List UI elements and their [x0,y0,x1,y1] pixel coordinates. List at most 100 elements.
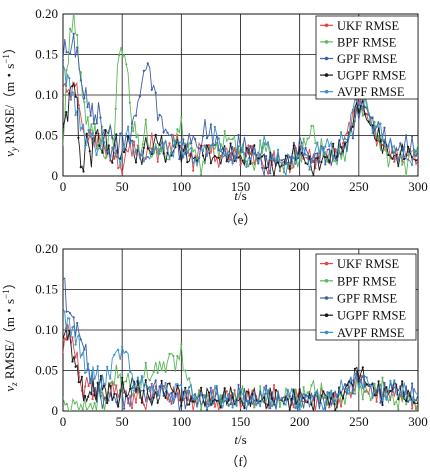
data-point [261,155,264,158]
data-point [111,161,114,164]
data-point [96,365,99,368]
x-label-var: t [234,432,238,447]
data-point [144,361,147,364]
data-point [166,147,169,150]
data-point [65,84,68,88]
data-point [229,394,232,397]
data-point [391,151,394,154]
data-point [83,97,86,100]
data-point [184,369,187,372]
data-point [178,141,181,144]
data-point [243,406,246,410]
data-point [288,155,291,159]
data-point [340,146,343,149]
x-tick-label: 250 [349,414,369,429]
data-point [134,114,138,117]
data-point [379,140,382,143]
data-point [308,155,311,158]
x-tick-label: 50 [116,414,129,429]
data-point [385,150,388,153]
legend-box [315,253,417,341]
data-point [188,142,191,145]
data-point [278,398,281,401]
data-point [74,95,77,98]
data-point [314,391,317,395]
data-point [379,122,382,125]
data-point [72,316,75,319]
data-point [274,403,278,406]
data-point [272,174,276,176]
data-point [63,59,65,62]
data-point [310,403,313,406]
data-point [184,142,187,145]
data-point [334,409,337,411]
data-point [213,143,216,147]
data-point [89,403,92,406]
legend-marker [324,40,329,44]
data-point [282,403,285,406]
data-point [77,409,80,411]
data-point [243,394,246,397]
data-point [357,389,360,392]
data-point [152,370,155,373]
data-point [312,398,315,401]
data-point [178,399,181,402]
data-point [99,116,102,119]
data-point [76,321,79,325]
legend-label: GPF RMSE [337,292,397,306]
data-point [393,403,396,406]
data-point [156,371,159,375]
data-point [282,401,285,404]
data-point [349,392,352,395]
data-point [164,381,167,385]
data-point [192,150,195,153]
data-point [300,145,303,148]
data-point [241,159,244,162]
data-point [182,156,185,159]
data-point [251,393,254,396]
data-point [174,139,177,142]
data-point [148,379,151,382]
data-point [79,338,82,341]
data-point [320,160,323,164]
data-point [99,374,102,378]
data-point [87,128,90,132]
data-point [363,390,366,393]
data-point [413,401,416,404]
data-point [63,336,65,340]
data-point [160,384,163,387]
data-point [395,158,398,161]
data-point [95,122,98,125]
data-point [249,145,252,148]
data-point [237,156,240,159]
data-point [381,143,384,146]
data-point [294,389,297,392]
data-point [351,137,354,140]
legend-marker [324,313,329,318]
data-point [302,393,305,396]
data-point [389,389,392,393]
data-point [401,163,404,166]
data-point [164,396,167,399]
data-point [103,396,106,399]
data-point [225,390,228,393]
data-point [87,362,90,365]
data-point [257,157,260,160]
data-point [231,406,234,409]
data-point [213,125,216,129]
data-point [387,153,390,157]
data-point [198,147,201,150]
data-point [209,386,212,389]
data-point [219,394,222,397]
data-point [164,370,167,373]
data-point [286,398,289,401]
data-point [132,386,136,389]
data-point [296,155,299,158]
y-label-sup: −1 [1,54,11,64]
data-point [225,153,228,156]
data-point [188,154,191,157]
data-point [166,131,169,134]
data-point [168,382,171,385]
y-axis-label: vz RMSE/（m・s−1） [1,276,19,391]
